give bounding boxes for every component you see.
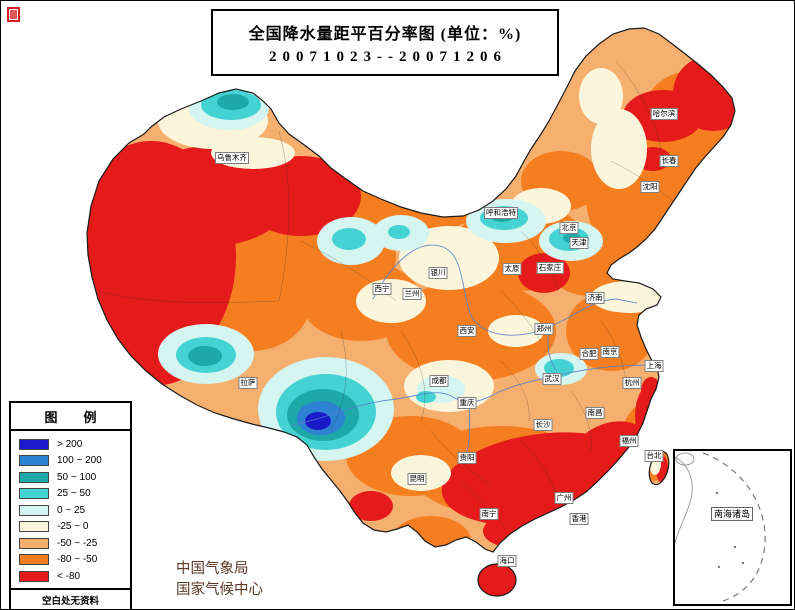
legend-label: -80 ~ -50	[57, 554, 98, 566]
legend-swatch	[19, 438, 49, 450]
legend-item: 50 ~ 100	[19, 469, 124, 486]
legend: 图 例 > 200 100 ~ 200 50 ~ 100 25 ~ 50 0 ~ 25 -…	[9, 401, 132, 610]
legend-items: > 200 100 ~ 200 50 ~ 100 25 ~ 50 0 ~ 25 -25 ~…	[11, 431, 130, 588]
legend-header: 图 例	[11, 403, 130, 431]
legend-label: 100 ~ 200	[57, 455, 102, 467]
legend-item: 100 ~ 200	[19, 453, 124, 470]
legend-swatch	[19, 504, 49, 516]
corner-mark-icon	[7, 7, 20, 22]
inset-label: 南海诸岛	[711, 507, 754, 521]
legend-swatch	[19, 570, 49, 582]
attribution-center: 国家气候中心	[176, 582, 263, 598]
legend-item: > 200	[19, 436, 124, 453]
attribution-agency: 中国气象局	[176, 561, 249, 577]
title-box: 全国降水量距平百分率图 (单位：%) 20071023--20071206	[211, 9, 559, 76]
attribution: 中国气象局 国家气候中心	[176, 559, 263, 601]
legend-label: > 200	[57, 438, 83, 450]
legend-swatch	[19, 455, 49, 467]
map-title: 全国降水量距平百分率图 (单位：%)	[248, 25, 522, 43]
legend-item: 0 ~ 25	[19, 502, 124, 519]
legend-swatch	[19, 554, 49, 566]
legend-item: -25 ~ 0	[19, 519, 124, 536]
legend-label: < -80	[57, 570, 81, 582]
legend-label: 0 ~ 25	[57, 504, 86, 516]
legend-item: 25 ~ 50	[19, 486, 124, 503]
legend-item: < -80	[19, 568, 124, 585]
legend-swatch	[19, 521, 49, 533]
south-china-sea-inset: 南海诸岛	[673, 449, 792, 606]
date-range: 20071023--20071206	[269, 48, 507, 65]
province-borders	[95, 60, 674, 530]
legend-swatch	[19, 471, 49, 483]
inset-map	[674, 452, 766, 602]
legend-label: 25 ~ 50	[57, 488, 91, 500]
legend-swatch	[19, 537, 49, 549]
legend-label: -25 ~ 0	[57, 521, 89, 533]
legend-label: 50 ~ 100	[57, 471, 97, 483]
legend-item: -50 ~ -25	[19, 535, 124, 552]
legend-footer: 空白处无资料	[11, 587, 130, 610]
legend-swatch	[19, 488, 49, 500]
legend-label: -50 ~ -25	[57, 537, 98, 549]
legend-item: -80 ~ -50	[19, 552, 124, 569]
